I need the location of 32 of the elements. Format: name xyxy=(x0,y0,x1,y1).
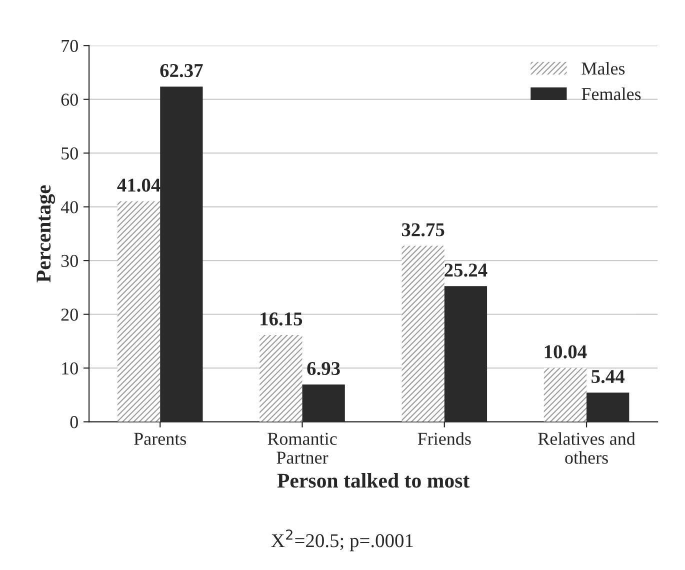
bar xyxy=(302,384,345,422)
y-tick-label: 70 xyxy=(62,40,78,52)
x-tick-label: Romantic Partner xyxy=(268,432,337,464)
bar xyxy=(586,392,630,422)
bar xyxy=(544,368,587,422)
x-tick-label: Parents xyxy=(134,432,186,445)
y-tick-label: 40 xyxy=(60,201,78,214)
data-label: 6.93 xyxy=(307,362,340,376)
y-tick-label: 30 xyxy=(61,254,78,268)
data-label: 62.37 xyxy=(160,64,203,78)
data-label: 32.75 xyxy=(402,223,444,236)
data-label: 16.15 xyxy=(260,312,302,326)
x-tick-label: Relatives and others xyxy=(538,432,636,464)
data-label: 25.24 xyxy=(444,264,488,277)
y-tick-label: 50 xyxy=(62,147,78,160)
text: X$^{2}$=20.5; p=.0001 xyxy=(271,530,413,552)
bar xyxy=(444,286,488,422)
bar xyxy=(402,246,444,422)
bar xyxy=(160,86,203,422)
bar xyxy=(117,201,160,422)
y-tick-label: 20 xyxy=(61,308,78,321)
legend-label: Males xyxy=(582,62,625,75)
bar xyxy=(260,335,302,422)
y-tick-label: 0 xyxy=(70,416,78,428)
y-tick-label: 60 xyxy=(61,94,78,106)
x-axis-title: Person talked to most xyxy=(277,473,470,488)
x-tick-label: Friends xyxy=(418,432,471,445)
y-axis-title: Percentage xyxy=(36,185,56,282)
data-label: 10.04 xyxy=(544,345,587,358)
legend-label: Females xyxy=(582,87,641,100)
data-label: 5.44 xyxy=(592,370,625,384)
y-tick-label: 10 xyxy=(62,362,78,374)
